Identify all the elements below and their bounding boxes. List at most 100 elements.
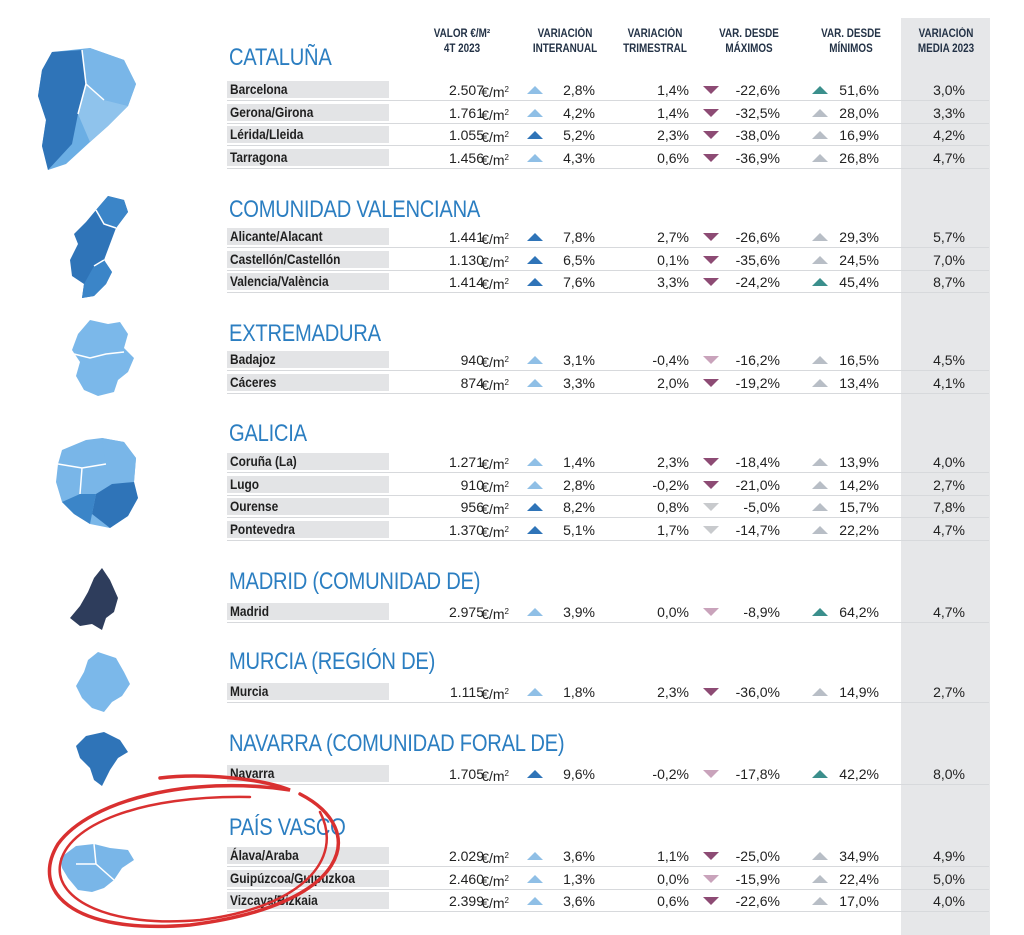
triangle-up-icon — [812, 356, 828, 364]
unit-superscript: 2 — [504, 769, 509, 778]
triangle-up-icon — [812, 458, 828, 466]
maximos-value: -22,6% — [735, 893, 780, 909]
triangle-up-icon — [812, 255, 828, 264]
minimos-value: 28,0% — [839, 104, 879, 121]
triangle-up-icon — [812, 608, 828, 616]
price-value: 910 — [460, 476, 484, 493]
trimestral-value: 1,4% — [657, 82, 689, 98]
triangle-down-icon — [703, 153, 719, 162]
header-minimos-line2: MÍNIMOS — [829, 43, 873, 55]
price-value: 2.507 — [448, 82, 484, 98]
table-row: Lugo 910 €/m2 2,8% -0,2% -21,0% 14,2% 2,7% — [227, 474, 989, 496]
triangle-down-icon — [703, 525, 719, 534]
row-divider — [227, 622, 989, 623]
unit-text: €/m — [481, 768, 505, 784]
province-name-cell: Barcelona — [227, 81, 389, 98]
interanual-value: 4,3% — [563, 149, 595, 166]
price-value: 2.399 — [448, 893, 484, 909]
minimos-value: 17,0% — [839, 893, 879, 909]
table-row: Badajoz 940 €/m2 3,1% -0,4% -16,2% 16,5% 4,5% — [227, 349, 989, 371]
row-divider — [227, 702, 989, 703]
trimestral-value: 0,6% — [657, 893, 689, 909]
maximos-value: -36,0% — [735, 684, 780, 700]
media-value: 4,7% — [933, 604, 965, 620]
trimestral-value: 2,0% — [657, 374, 689, 391]
media-column-background — [901, 18, 990, 935]
triangle-up-icon — [527, 86, 543, 94]
interanual-value: 8,2% — [563, 499, 595, 515]
price-unit: €/m2 — [467, 82, 509, 100]
triangle-down-icon — [703, 108, 719, 117]
triangle-down-icon — [703, 458, 719, 466]
province-name: Lugo — [230, 475, 260, 492]
minimos-value: 42,2% — [839, 766, 879, 782]
price-unit: €/m2 — [467, 375, 509, 393]
unit-superscript: 2 — [504, 277, 509, 286]
maximos-value: -22,6% — [735, 82, 780, 98]
province-name-cell: Ourense — [227, 498, 389, 515]
region-title: COMUNIDAD VALENCIANA — [229, 196, 481, 223]
minimos-value: 16,5% — [839, 352, 879, 368]
triangle-up-icon — [527, 378, 543, 387]
price-value: 874 — [460, 374, 484, 391]
header-valor-line1: VALOR €/M² — [433, 28, 491, 40]
price-value: 1.761 — [448, 104, 484, 121]
table-row: Alicante/Alacant 1.441 €/m2 7,8% 2,7% -26,6% 2… — [227, 226, 989, 248]
unit-text: €/m — [481, 686, 505, 702]
price-unit: €/m2 — [467, 105, 509, 123]
unit-superscript: 2 — [504, 502, 509, 511]
triangle-up-icon — [527, 897, 543, 905]
header-maximos-line1: VAR. DESDE — [719, 28, 779, 40]
row-divider — [227, 247, 989, 248]
maximos-value: -32,5% — [735, 104, 780, 121]
price-value: 1.370 — [448, 521, 484, 538]
minimos-value: 51,6% — [839, 82, 879, 98]
province-name-cell: Badajoz — [227, 351, 389, 368]
price-value: 2.029 — [448, 848, 484, 864]
interanual-value: 3,3% — [563, 374, 595, 391]
table-row: Navarra 1.705 €/m2 9,6% -0,2% -17,8% 42,2% 8,0% — [227, 763, 989, 785]
table-row: Ourense 956 €/m2 8,2% 0,8% -5,0% 15,7% 7,8% — [227, 496, 989, 518]
header-maximos: VAR. DESDE MÁXIMOS — [710, 27, 787, 57]
province-name: Lérida/Lleida — [230, 126, 304, 142]
media-value: 4,7% — [933, 521, 965, 538]
media-value: 3,0% — [933, 82, 965, 98]
unit-text: €/m — [481, 456, 505, 472]
table-row: Lérida/Lleida 1.055 €/m2 5,2% 2,3% -38,0% 16,9… — [227, 124, 989, 146]
triangle-up-icon — [812, 153, 828, 162]
province-name-cell: Cáceres — [227, 373, 389, 391]
maximos-value: -17,8% — [735, 766, 780, 782]
media-value: 5,7% — [933, 229, 965, 245]
province-name-cell: Castellón/Castellón — [227, 250, 389, 268]
table-row: Gerona/Girona 1.761 €/m2 4,2% 1,4% -32,5% 28,0… — [227, 102, 989, 124]
maximos-value: -26,6% — [735, 229, 780, 245]
extremadura-map-icon — [72, 320, 134, 396]
media-value: 5,0% — [933, 870, 965, 887]
price-value: 1.130 — [448, 251, 484, 268]
trimestral-value: 2,3% — [657, 454, 689, 470]
maximos-value: -35,6% — [735, 251, 780, 268]
unit-text: €/m — [481, 895, 505, 911]
interanual-value: 3,6% — [563, 893, 595, 909]
unit-text: €/m — [481, 478, 505, 495]
province-name-cell: Alicante/Alacant — [227, 228, 389, 245]
unit-text: €/m — [481, 84, 505, 100]
province-name: Vizcaya/Bizkaia — [230, 892, 318, 908]
triangle-up-icon — [812, 108, 828, 117]
row-divider — [227, 888, 989, 890]
row-divider — [227, 392, 989, 394]
unit-superscript: 2 — [504, 687, 509, 696]
unit-superscript: 2 — [504, 107, 509, 117]
price-unit: €/m2 — [467, 150, 509, 168]
unit-text: €/m — [481, 354, 505, 370]
trimestral-value: 2,3% — [657, 684, 689, 700]
media-value: 4,5% — [933, 352, 965, 368]
minimos-value: 14,2% — [839, 476, 879, 493]
trimestral-value: 2,3% — [657, 127, 689, 143]
price-value: 1.271 — [448, 454, 484, 470]
unit-text: €/m — [481, 606, 505, 622]
triangle-up-icon — [812, 874, 828, 883]
triangle-up-icon — [812, 86, 828, 94]
minimos-value: 22,4% — [839, 870, 879, 887]
province-name: Cáceres — [230, 373, 277, 390]
